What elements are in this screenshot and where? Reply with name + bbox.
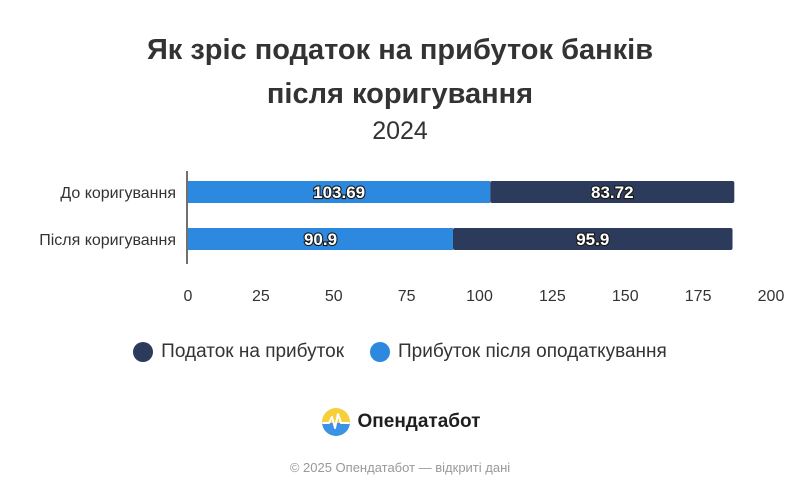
bar-value-label: 95.9 [576, 230, 609, 249]
x-tick-label: 125 [539, 288, 566, 305]
category-label: Після коригування [39, 232, 176, 249]
bar-segment [188, 181, 491, 203]
sun-icon [321, 408, 350, 436]
x-tick-label: 75 [398, 288, 416, 305]
chart-legend: Податок на прибуток Прибуток після опода… [0, 341, 800, 363]
x-tick-label: 175 [685, 288, 712, 305]
x-tick-label: 50 [325, 288, 343, 305]
legend-item-profit[interactable]: Прибуток після оподаткування [370, 341, 667, 363]
bar-value-label: 103.69 [313, 183, 365, 202]
chart-title-line-2: після коригування [266, 78, 534, 110]
bar-chart: До коригування Після коригування 103.69 83.… [39, 171, 785, 305]
legend-marker-profit [370, 342, 391, 362]
brand-logo[interactable]: Опендатабот [0, 406, 800, 438]
logo-text: Опендатабот [357, 411, 481, 432]
bar-segment [452, 228, 733, 250]
legend-label-profit: Прибуток після оподаткування [398, 341, 667, 362]
bar-value-label: 90.9 [304, 230, 337, 249]
legend-marker-tax [133, 342, 154, 362]
legend-item-tax[interactable]: Податок на прибуток [133, 341, 344, 363]
legend-label-tax: Податок на прибуток [161, 341, 345, 362]
footer-copyright: © 2025 Опендатабот — відкриті дані [289, 460, 511, 475]
chart-title-line-1: Як зріс податок на прибуток банків [146, 34, 654, 66]
x-tick-label: 25 [252, 288, 270, 305]
chart-subtitle: 2024 [372, 117, 428, 145]
bar-segment [490, 181, 735, 203]
x-tick-label: 0 [184, 288, 193, 305]
category-label: До коригування [60, 185, 176, 202]
bar-segment [188, 228, 453, 250]
chart-title: Як зріс податок на прибуток банків після… [0, 28, 800, 116]
bar-value-label: 83.72 [591, 183, 634, 202]
x-tick-label: 150 [612, 288, 639, 305]
x-tick-label: 100 [466, 288, 493, 305]
x-tick-label: 200 [758, 288, 785, 305]
